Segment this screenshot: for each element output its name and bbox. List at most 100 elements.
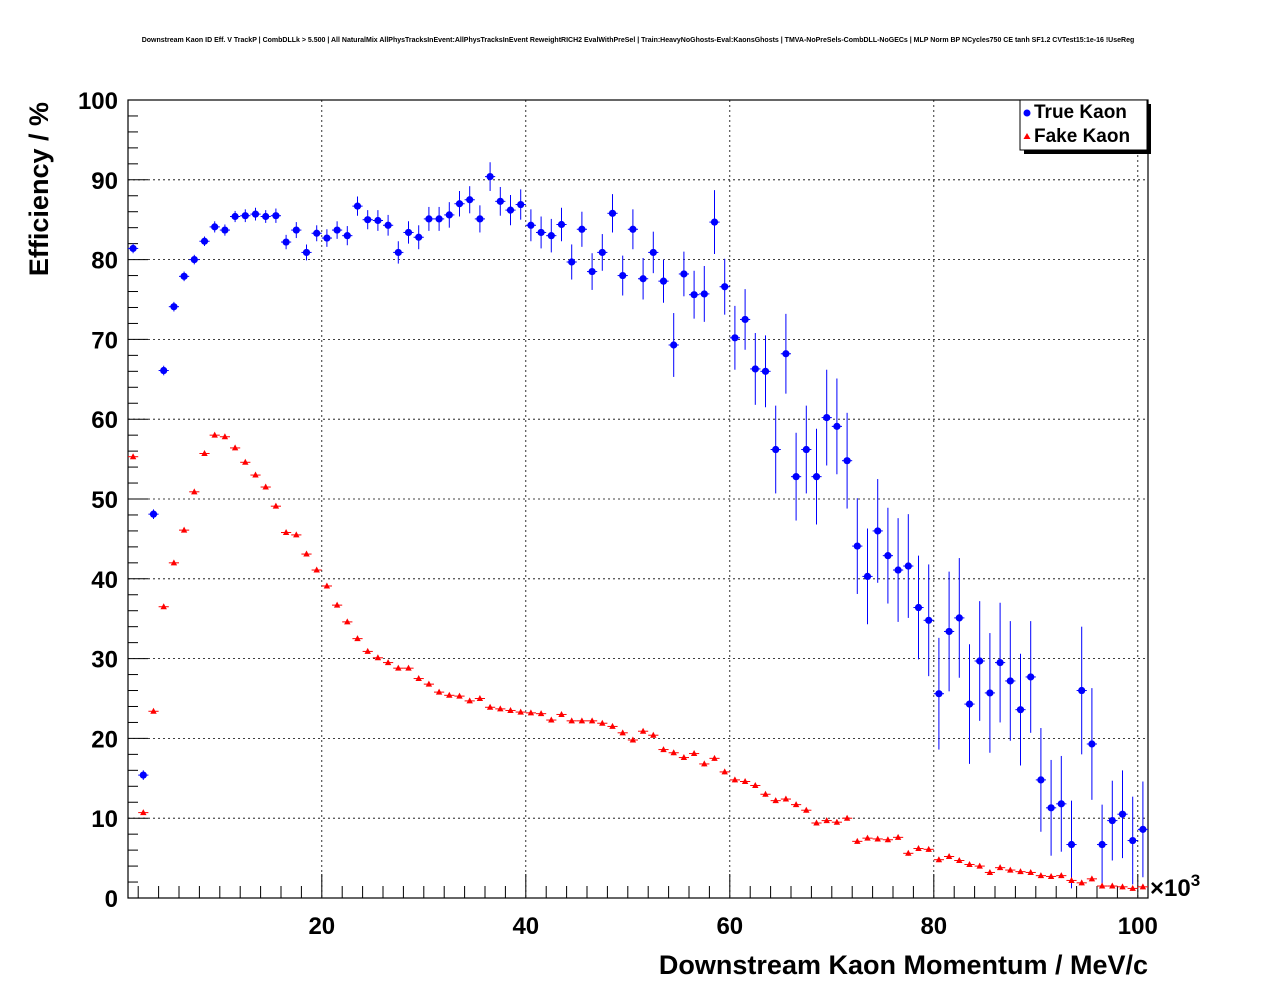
x-multiplier-base: ×10 — [1150, 875, 1191, 902]
data-point — [945, 853, 953, 860]
data-point — [629, 225, 637, 233]
data-point — [1037, 872, 1045, 879]
data-point — [313, 229, 321, 237]
data-point — [445, 211, 453, 219]
data-point — [252, 471, 259, 478]
data-point — [1098, 840, 1106, 849]
data-point — [231, 444, 239, 451]
data-point — [364, 216, 372, 224]
y-tick-label: 50 — [91, 487, 118, 514]
data-point — [384, 221, 392, 229]
chart-title: Downstream Kaon ID Eff. V TrackP | CombD… — [142, 37, 1135, 44]
data-point — [721, 768, 728, 775]
data-point — [353, 202, 362, 210]
data-point — [435, 215, 443, 223]
data-point — [241, 212, 249, 220]
data-point — [343, 232, 351, 240]
data-point — [966, 860, 973, 867]
data-point — [955, 614, 963, 622]
data-point — [863, 572, 872, 581]
data-point — [700, 290, 708, 298]
data-point — [200, 237, 209, 245]
data-point — [221, 433, 229, 440]
data-point — [1139, 825, 1147, 833]
y-tick-labels: 0 10 20 30 40 50 60 70 80 90 100 — [78, 88, 118, 913]
data-point — [649, 248, 657, 257]
legend-label-fake-kaon: Fake Kaon — [1034, 126, 1130, 147]
data-point — [1129, 884, 1136, 891]
x-tick-label: 100 — [1118, 913, 1158, 940]
data-point — [609, 722, 616, 729]
data-point — [874, 527, 882, 535]
data-point — [129, 244, 137, 253]
data-point — [741, 777, 749, 784]
data-point — [956, 856, 963, 863]
data-point — [894, 566, 902, 574]
data-point — [507, 706, 514, 713]
data-point — [701, 760, 708, 767]
data-point — [965, 700, 974, 708]
data-point — [140, 809, 147, 816]
data-point — [395, 664, 402, 671]
data-point — [996, 658, 1004, 667]
data-point — [1088, 740, 1096, 748]
data-point — [843, 457, 851, 465]
data-point — [344, 618, 351, 625]
data-point — [180, 272, 188, 280]
data-point — [302, 248, 311, 257]
data-point — [761, 367, 770, 375]
data-point — [394, 248, 402, 257]
data-point — [588, 267, 596, 276]
data-point — [833, 818, 841, 825]
legend-box — [1019, 99, 1148, 151]
data-point — [1068, 876, 1075, 883]
data-point — [313, 566, 320, 573]
data-point — [1118, 810, 1127, 818]
data-point — [547, 232, 555, 240]
data-point — [293, 531, 300, 538]
data-point — [557, 220, 566, 229]
data-point — [1129, 836, 1137, 845]
data-point — [813, 819, 820, 826]
data-point — [333, 601, 341, 608]
x-tick-label: 20 — [308, 913, 335, 940]
data-point — [1078, 686, 1086, 695]
data-point — [914, 603, 923, 612]
data-point — [251, 210, 260, 218]
data-point — [925, 616, 933, 624]
data-point — [1098, 882, 1106, 889]
data-point — [690, 750, 698, 757]
data-point — [782, 795, 790, 802]
data-point — [864, 834, 871, 841]
data-point — [354, 635, 361, 642]
data-point — [1016, 706, 1025, 714]
data-point — [262, 483, 269, 490]
data-point — [455, 200, 464, 208]
data-point — [242, 458, 249, 465]
data-point — [537, 710, 545, 717]
data-point — [568, 258, 576, 266]
data-point — [925, 845, 932, 852]
legend: True Kaon Fake Kaon — [1019, 99, 1151, 154]
data-point — [1047, 804, 1055, 812]
data-point — [323, 582, 331, 589]
data-point — [1006, 677, 1014, 685]
data-point — [374, 654, 382, 661]
data-point — [364, 647, 371, 654]
data-point — [741, 315, 749, 324]
data-point — [374, 216, 382, 225]
data-point — [1037, 776, 1045, 784]
y-tick-label: 10 — [91, 806, 118, 833]
data-point — [690, 291, 698, 299]
y-axis-title: Efficiency / % — [24, 102, 54, 276]
y-tick-label: 100 — [78, 88, 118, 115]
data-point — [1027, 673, 1035, 681]
data-point — [466, 196, 474, 204]
y-tick-label: 80 — [91, 248, 118, 275]
data-point — [670, 341, 678, 349]
legend-marker-fake-kaon — [1023, 133, 1031, 139]
data-point — [935, 856, 943, 863]
data-point — [558, 710, 565, 717]
x-tick-labels: 20 40 60 80 100 — [308, 913, 1157, 940]
